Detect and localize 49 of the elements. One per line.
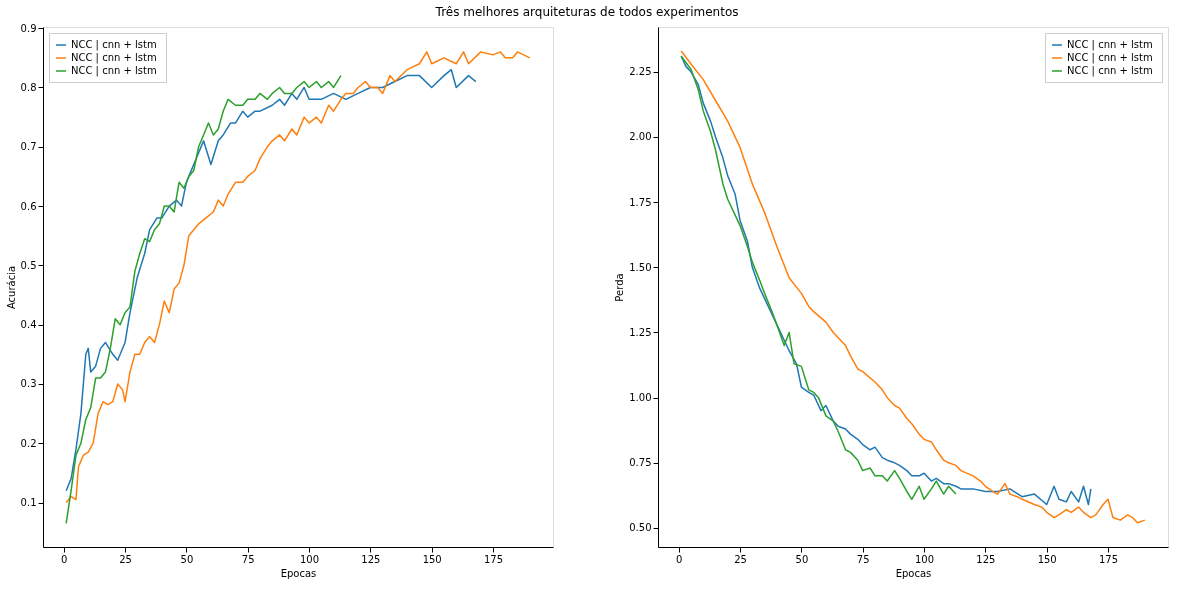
x-tick-label: 175 <box>483 553 504 565</box>
text: Três melhores arquiteturas de todos experimentos <box>434 4 739 19</box>
line-series <box>65 51 531 504</box>
y-axis-title: Perda <box>614 273 626 302</box>
y-axis-title: Acurácia <box>5 265 17 310</box>
x-tick-label: 0 <box>676 553 683 565</box>
line-series <box>65 74 342 525</box>
y-tick-label: 0.50 <box>629 522 652 534</box>
y-tick-label: 0.6 <box>20 200 37 212</box>
y-tick-label: 0.2 <box>20 437 37 449</box>
x-tick-label: 75 <box>241 553 255 565</box>
x-tick-label: 125 <box>361 553 381 565</box>
x-tick-label: 100 <box>299 553 320 565</box>
y-tick-label: 2.25 <box>629 66 652 78</box>
y-tick-label: 0.75 <box>629 457 652 469</box>
x-tick-label: 0 <box>61 553 68 565</box>
x-axis-title: Epocas <box>895 567 932 579</box>
y-tick-label: 0.5 <box>20 259 37 271</box>
y-tick-label: 1.00 <box>629 392 652 404</box>
line-series <box>65 68 477 492</box>
y-tick-label: 0.9 <box>20 22 37 34</box>
y-tick-label: 1.75 <box>629 196 652 208</box>
x-tick-label: 125 <box>976 553 996 565</box>
y-tick-label: 0.4 <box>20 319 37 331</box>
legend-label: NCC | cnn + lstm <box>1067 65 1153 77</box>
y-tick-label: 1.25 <box>629 326 652 338</box>
x-axis-title: Epocas <box>280 567 317 579</box>
line-series <box>680 55 1092 506</box>
legend-label: NCC | cnn + lstm <box>71 65 157 77</box>
y-tick-label: 0.3 <box>20 378 37 390</box>
y-tick-label: 2.00 <box>629 131 652 143</box>
x-tick-label: 25 <box>119 553 132 565</box>
legend-label: NCC | cnn + lstm <box>1067 39 1153 51</box>
y-tick-label: 0.1 <box>20 497 37 509</box>
x-tick-label: 100 <box>914 553 935 565</box>
x-tick-label: 50 <box>795 553 809 565</box>
x-tick-label: 75 <box>856 553 870 565</box>
y-tick-label: 0.7 <box>20 141 37 153</box>
x-tick-label: 25 <box>734 553 747 565</box>
legend-label: NCC | cnn + lstm <box>1067 52 1153 64</box>
x-tick-label: 175 <box>1098 553 1119 565</box>
x-tick-label: 150 <box>422 553 442 565</box>
line-series <box>680 55 957 501</box>
x-tick-label: 150 <box>1037 553 1057 565</box>
legend-label: NCC | cnn + lstm <box>71 52 157 64</box>
x-tick-label: 50 <box>180 553 194 565</box>
y-tick-label: 0.8 <box>20 81 37 93</box>
y-tick-label: 1.50 <box>629 261 652 273</box>
legend-label: NCC | cnn + lstm <box>71 39 157 51</box>
